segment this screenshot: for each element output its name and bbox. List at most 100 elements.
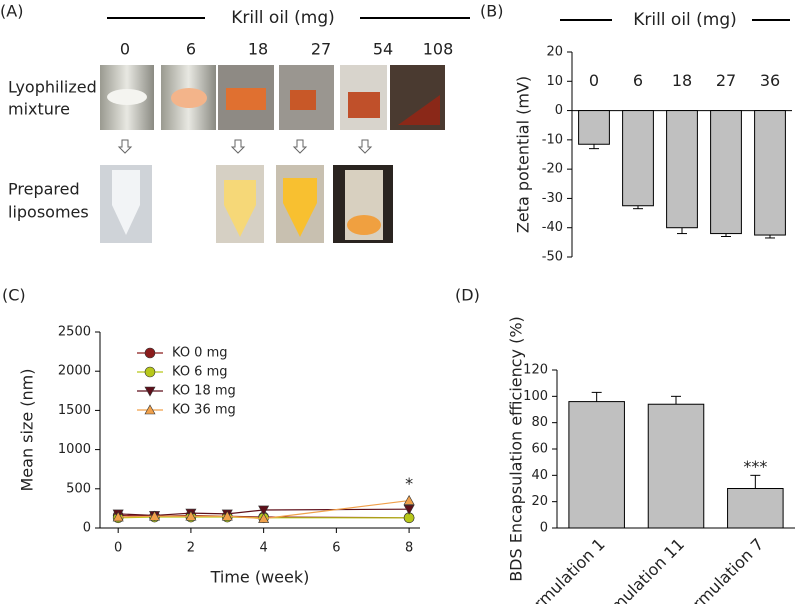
data-point: [149, 510, 161, 521]
category-label: 36: [760, 71, 780, 90]
photo: [112, 170, 140, 235]
arrow: [292, 139, 308, 154]
y-tick-label: 20: [531, 494, 548, 509]
photo: [347, 215, 381, 235]
x-axis-label: Time (week): [210, 568, 310, 587]
photo: [283, 178, 317, 237]
data-point: [112, 511, 124, 522]
y-tick-label: 0: [83, 521, 91, 536]
panel-label: (B): [480, 2, 503, 21]
arrow: [230, 139, 246, 154]
y-tick-label: -40: [542, 220, 563, 235]
x-tick-label: 6: [332, 541, 340, 556]
photo: [107, 89, 147, 105]
photo: [290, 90, 316, 110]
legend-label: KO 36 mg: [172, 403, 236, 418]
y-axis-label: Zeta potential (mV): [514, 76, 533, 233]
y-tick-label: -30: [542, 191, 563, 206]
bar: [727, 488, 784, 529]
category-label: 27: [716, 71, 736, 90]
panel-title: Krill oil (mg): [231, 8, 335, 28]
legend-label: KO 18 mg: [172, 384, 236, 399]
photos: [100, 165, 393, 243]
photo: [226, 88, 266, 110]
series-line: [118, 508, 410, 517]
x-tick-label: 8: [405, 541, 413, 556]
y-tick-label: 1500: [58, 403, 91, 418]
bar: [666, 110, 698, 229]
panel-label: (C): [2, 286, 26, 305]
legend-label: KO 6 mg: [172, 365, 228, 380]
legend-label: KO 0 mg: [172, 346, 228, 361]
photo: [171, 88, 207, 108]
photos: [100, 65, 445, 130]
bar: [622, 110, 654, 207]
series-line: [118, 516, 410, 519]
bar: [578, 110, 610, 145]
y-axis-label: Mean size (nm): [18, 369, 37, 492]
y-axis-label: BDS Encapsulation efficiency (%): [507, 316, 526, 582]
x-tick-label: Formulation 7: [676, 535, 768, 604]
dose-label: 6: [186, 40, 196, 59]
panel-label: (D): [455, 286, 480, 305]
data-point: [221, 510, 233, 521]
y-tick-label: -20: [542, 162, 563, 177]
bar: [710, 110, 742, 235]
arrows: [117, 139, 373, 154]
legend-marker: [144, 366, 156, 378]
y-tick-label: -50: [542, 250, 563, 265]
bar: [568, 401, 625, 529]
legend-marker: [144, 404, 156, 415]
significance: ***: [743, 457, 767, 476]
series-line: [118, 499, 410, 520]
arrow: [117, 139, 133, 154]
legend-marker: [144, 386, 156, 397]
panel-label: (A): [0, 2, 23, 21]
bar: [754, 110, 786, 236]
data-point: [403, 494, 415, 505]
row-label: liposomes: [8, 203, 89, 222]
row-label: mixture: [8, 100, 70, 119]
category-label: 0: [589, 71, 599, 90]
y-tick-label: 120: [523, 363, 548, 378]
y-tick-label: 10: [546, 74, 563, 89]
y-tick-label: 0: [555, 103, 563, 118]
photo: [348, 92, 380, 118]
chart-subtitle: Krill oil (mg): [633, 10, 737, 30]
row-label: Prepared: [8, 180, 80, 199]
dose-label: 54: [373, 40, 393, 59]
dose-label: 0: [120, 40, 130, 59]
y-tick-label: -10: [542, 132, 563, 147]
data-point: [185, 510, 197, 521]
photo: [398, 95, 440, 125]
bar: [647, 403, 705, 529]
y-tick-label: 2000: [58, 364, 91, 379]
row-label: Lyophilized: [8, 78, 97, 97]
y-tick-label: 60: [531, 442, 548, 457]
category-label: 18: [672, 71, 692, 90]
x-tick-label: 0: [114, 541, 122, 556]
y-tick-label: 500: [66, 481, 91, 496]
x-tick-label: Formulation 1: [517, 535, 609, 604]
annotation: *: [405, 474, 413, 493]
legend-marker: [144, 347, 156, 359]
panel-a: (A) Krill oil (mg) 0 6 18 27 54 108 Lyop…: [0, 2, 470, 243]
category-label: 6: [633, 71, 643, 90]
x-tick-label: 2: [187, 541, 195, 556]
y-tick-label: 80: [531, 415, 548, 430]
y-tick-label: 2500: [58, 325, 91, 340]
y-tick-label: 20: [546, 45, 563, 60]
dose-label: 18: [248, 40, 268, 59]
photo: [224, 180, 256, 237]
data-point: [403, 504, 415, 515]
arrow: [357, 139, 373, 154]
y-tick-label: 0: [540, 521, 548, 536]
x-tick-label: 4: [259, 541, 267, 556]
dose-label: 27: [311, 40, 331, 59]
data-point: [258, 512, 270, 523]
data-point: [258, 505, 270, 516]
dose-label: 108: [423, 40, 454, 59]
y-tick-label: 1000: [58, 442, 91, 457]
y-tick-label: 100: [523, 389, 548, 404]
